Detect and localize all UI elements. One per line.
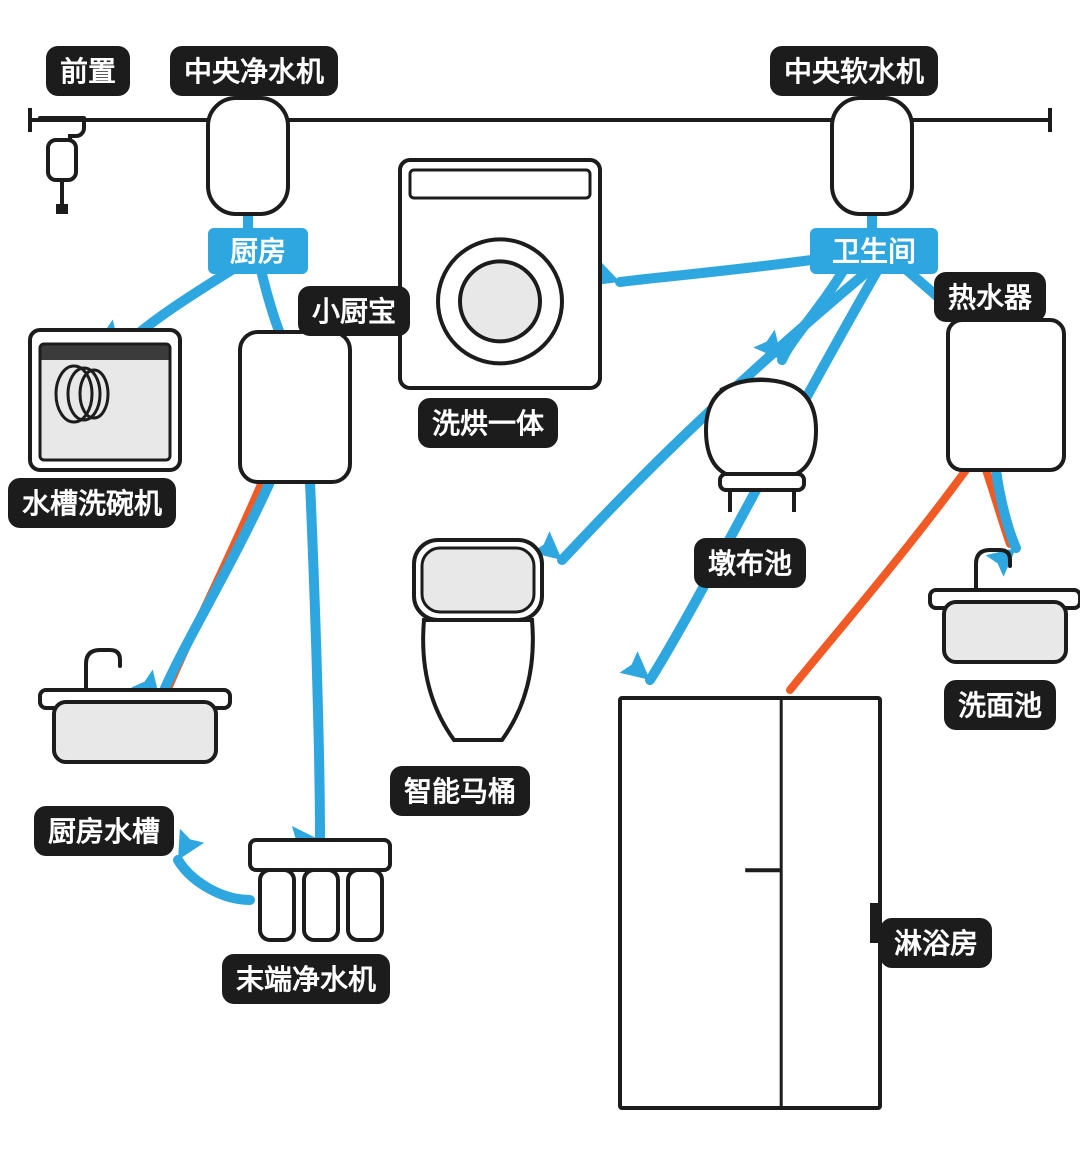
label-wash-basin: 洗面池 (944, 680, 1056, 730)
diagram-svg (0, 0, 1080, 1157)
label-prefilter: 前置 (46, 46, 130, 96)
label-mop-basin: 墩布池 (694, 538, 806, 588)
label-dishwasher: 水槽洗碗机 (8, 478, 176, 528)
label-smart-toilet: 智能马桶 (390, 766, 530, 816)
label-water-heater: 热水器 (934, 272, 1046, 322)
label-washer-dryer: 洗烘一体 (418, 398, 558, 448)
water-system-diagram: 前置 中央净水机 中央软水机 小厨宝 水槽洗碗机 洗烘一体 墩布池 热水器 洗面… (0, 0, 1080, 1157)
label-kitchen-sink: 厨房水槽 (34, 806, 174, 856)
room-bathroom: 卫生间 (810, 228, 938, 274)
label-central-purifier: 中央净水机 (170, 46, 338, 96)
label-terminal-purifier: 末端净水机 (222, 954, 390, 1004)
room-kitchen: 厨房 (208, 228, 308, 274)
label-mini-heater: 小厨宝 (298, 286, 410, 336)
label-shower-room: 淋浴房 (880, 918, 992, 968)
label-central-softener: 中央软水机 (770, 46, 938, 96)
